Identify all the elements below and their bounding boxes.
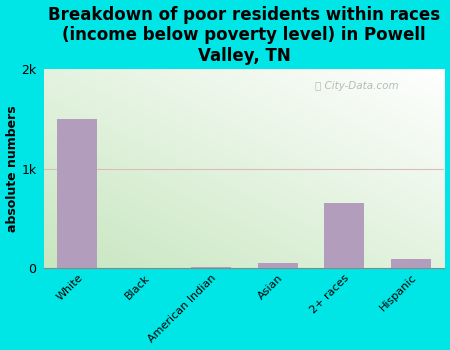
Bar [58,119,98,268]
Text: ⓘ City-Data.com: ⓘ City-Data.com [315,81,398,91]
Y-axis label: absolute numbers: absolute numbers [5,105,18,232]
Bar [324,203,364,268]
Bar [257,264,297,268]
Bar [391,259,431,268]
Title: Breakdown of poor residents within races
(income below poverty level) in Powell
: Breakdown of poor residents within races… [48,6,441,65]
Bar [191,267,231,268]
